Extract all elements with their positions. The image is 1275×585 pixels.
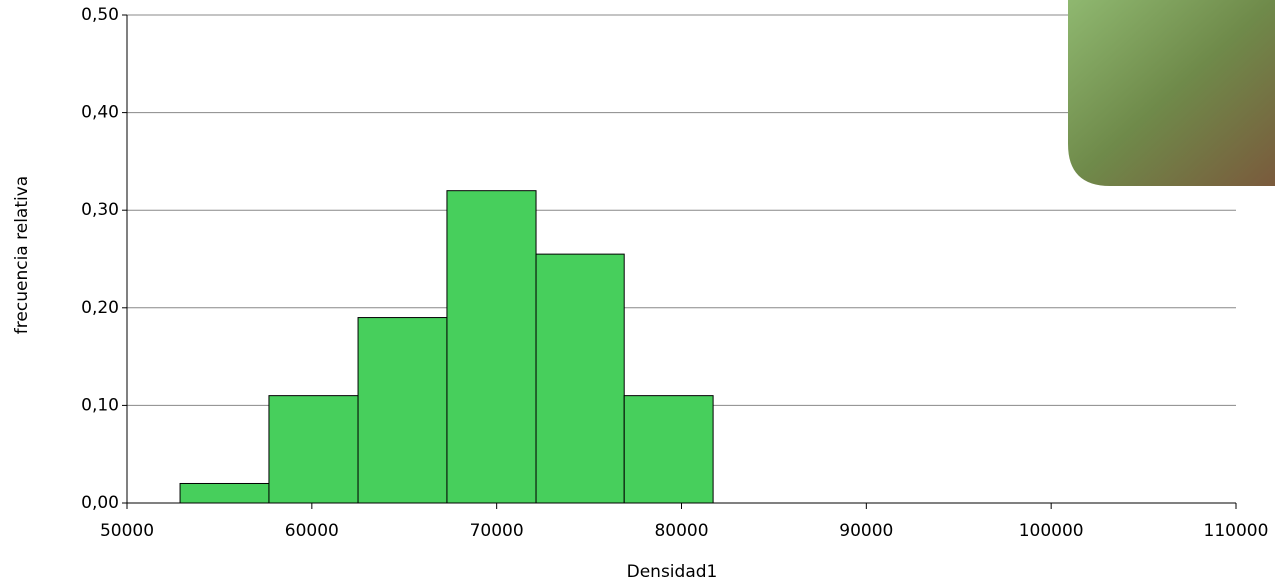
y-tick-label: 0,50 bbox=[81, 5, 119, 25]
y-tick-label: 0,40 bbox=[81, 103, 119, 123]
y-tick-label: 0,20 bbox=[81, 298, 119, 318]
y-axis-title: frecuencia relativa bbox=[12, 176, 32, 334]
bar bbox=[623, 395, 714, 504]
x-axis-title: Densidad1 bbox=[627, 562, 718, 582]
bar bbox=[179, 482, 270, 504]
x-tick-label: 80000 bbox=[654, 521, 708, 541]
bar bbox=[268, 395, 359, 504]
bar bbox=[446, 190, 537, 504]
x-tick-label: 70000 bbox=[470, 521, 524, 541]
corner-photo bbox=[1068, 0, 1275, 186]
y-tick-label: 0,10 bbox=[81, 395, 119, 415]
y-tick-label: 0,00 bbox=[81, 493, 119, 513]
x-tick-label: 100000 bbox=[1019, 521, 1084, 541]
x-tick-label: 90000 bbox=[839, 521, 893, 541]
x-tick-label: 60000 bbox=[285, 521, 339, 541]
x-tick-label: 110000 bbox=[1204, 521, 1269, 541]
bar bbox=[357, 317, 448, 504]
bar bbox=[535, 253, 625, 504]
x-tick-label: 50000 bbox=[100, 521, 154, 541]
y-tick-label: 0,30 bbox=[81, 200, 119, 220]
